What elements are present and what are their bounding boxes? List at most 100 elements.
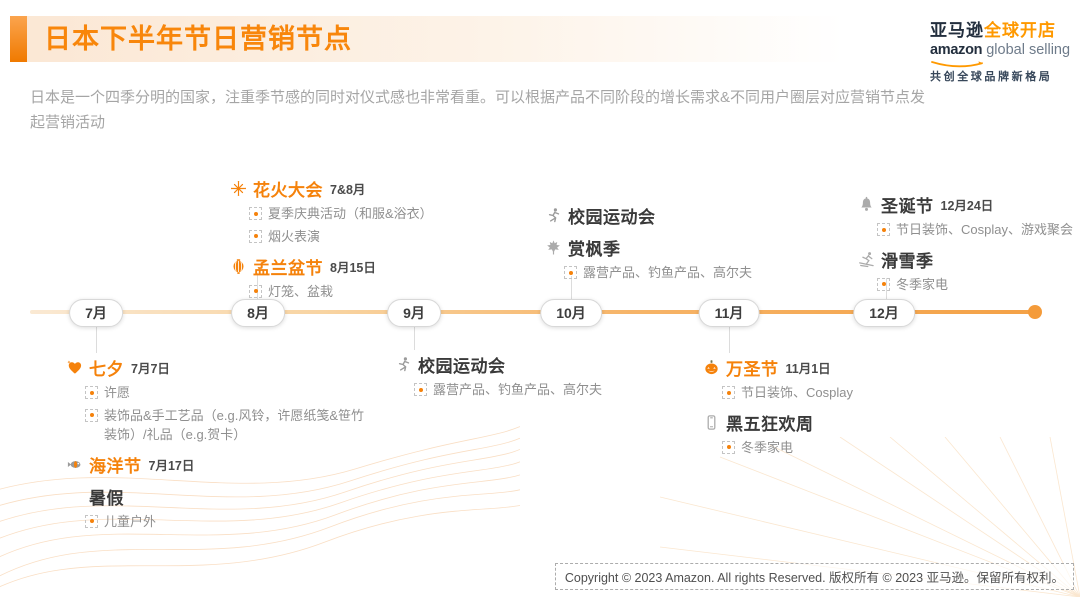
event-group-above-oct: 校园运动会赏枫季露营产品、钓鱼产品、高尔夫 bbox=[545, 203, 752, 290]
event-name: 万圣节 bbox=[726, 360, 779, 379]
pumpkin-icon bbox=[703, 359, 720, 376]
lantern-icon bbox=[230, 258, 247, 275]
amazon-wordmark: amazon bbox=[930, 42, 983, 58]
event-item: 烟火表演 bbox=[249, 228, 433, 247]
event-block: 滑雪季冬季家电 bbox=[858, 247, 1073, 295]
connector-line bbox=[729, 326, 730, 353]
event-name: 校园运动会 bbox=[568, 208, 656, 227]
product-bullet-icon bbox=[85, 514, 98, 528]
logo-cn-dark: 亚马逊 bbox=[930, 21, 984, 40]
event-header: 滑雪季 bbox=[858, 247, 1073, 272]
runner-icon bbox=[545, 207, 562, 224]
event-item-label: 露营产品、钓鱼产品、高尔夫 bbox=[583, 265, 753, 280]
event-block: 黑五狂欢周 冬季家电 bbox=[703, 410, 853, 458]
month-pill-nov: 11月 bbox=[698, 299, 760, 327]
fish-icon bbox=[66, 456, 83, 473]
event-block: 校园运动会 bbox=[545, 203, 752, 228]
event-item-label: 儿童户外 bbox=[104, 513, 157, 529]
month-pill-dec: 12月 bbox=[853, 299, 915, 327]
connector-line bbox=[886, 278, 887, 301]
title-accent-bar bbox=[10, 16, 27, 62]
amazon-smile-icon bbox=[930, 57, 988, 73]
event-item: 许愿 bbox=[85, 384, 366, 403]
event-header: 七夕 7月7日 bbox=[66, 355, 366, 380]
event-block: 万圣节 11月1日 节日装饰、Cosplay bbox=[703, 355, 853, 403]
runner-icon bbox=[395, 356, 412, 373]
event-item-label: 冬季家电 bbox=[896, 276, 949, 292]
product-bullet-icon bbox=[414, 383, 427, 396]
event-item: 装饰品&手工艺品（e.g.风铃，许愿纸笺&笹竹装饰）/礼品（e.g.贺卡） bbox=[85, 407, 366, 445]
copyright-notice: Copyright © 2023 Amazon. All rights Rese… bbox=[554, 563, 1074, 590]
event-item-label: 冬季家电 bbox=[741, 439, 794, 455]
logo-en-line: amazon global selling bbox=[930, 42, 1070, 68]
event-name: 海洋节 bbox=[89, 456, 142, 476]
logo-cn-line: 亚马逊全球开店 bbox=[930, 16, 1066, 41]
event-name: 黑五狂欢周 bbox=[726, 414, 814, 434]
event-block: 七夕 7月7日许愿装饰品&手工艺品（e.g.风铃，许愿纸笺&笹竹装饰）/礼品（e.… bbox=[66, 355, 366, 445]
event-date: 12月24日 bbox=[940, 199, 994, 213]
skier-icon bbox=[858, 251, 875, 268]
event-block: 校园运动会露营产品、钓鱼产品、高尔夫 bbox=[395, 352, 602, 400]
event-name: 赏枫季 bbox=[568, 240, 621, 259]
timeline-line bbox=[30, 310, 1036, 314]
event-item: 节日装饰、Cosplay、游戏聚会 bbox=[877, 221, 1073, 240]
event-name: 滑雪季 bbox=[881, 251, 934, 271]
connector-line bbox=[571, 276, 572, 301]
event-name: 圣诞节 bbox=[881, 197, 934, 216]
product-bullet-icon bbox=[249, 229, 262, 243]
logo-slogan: 共创全球品牌新格局 bbox=[930, 71, 1053, 83]
event-block: 海洋节 7月17日 bbox=[66, 452, 366, 477]
event-name: 校园运动会 bbox=[418, 357, 506, 376]
month-pill-oct: 10月 bbox=[540, 299, 602, 327]
smartphone-icon bbox=[703, 414, 720, 431]
event-group-below-nov: 万圣节 11月1日 节日装饰、Cosplay 黑五狂欢周 冬季家电 bbox=[703, 355, 853, 465]
event-header: 圣诞节 12月24日 bbox=[858, 192, 1073, 217]
bell-icon bbox=[858, 196, 875, 213]
product-bullet-icon bbox=[877, 277, 890, 291]
event-date: 7月17日 bbox=[148, 458, 195, 473]
event-header: 校园运动会 bbox=[545, 203, 752, 228]
event-group-above-aug: 花火大会 7&8月 夏季庆典活动（和服&浴衣） 烟火表演 孟兰盆节 8月15日 灯笼、盆栽 bbox=[230, 176, 433, 309]
event-item-label: 装饰品&手工艺品（e.g.风铃，许愿纸笺&笹竹装饰）/礼品（e.g.贺卡） bbox=[104, 407, 365, 442]
event-item-label: 烟火表演 bbox=[268, 228, 321, 244]
fireworks-icon bbox=[230, 180, 247, 197]
event-item: 露营产品、钓鱼产品、高尔夫 bbox=[564, 264, 752, 283]
event-item: 灯笼、盆栽 bbox=[249, 283, 433, 302]
event-item: 儿童户外 bbox=[85, 513, 366, 532]
icon-spacer bbox=[66, 488, 83, 505]
product-bullet-icon bbox=[564, 266, 577, 279]
event-date: 11月1日 bbox=[785, 362, 831, 376]
event-item-label: 露营产品、钓鱼产品、高尔夫 bbox=[433, 382, 603, 397]
event-header: 海洋节 7月17日 bbox=[66, 452, 366, 477]
heart-icon bbox=[66, 359, 83, 376]
maple-leaf-icon bbox=[545, 239, 562, 256]
event-item-label: 节日装饰、Cosplay、游戏聚会 bbox=[896, 222, 1073, 237]
event-name: 暑假 bbox=[89, 488, 124, 508]
event-date: 8月15日 bbox=[330, 260, 376, 275]
event-block: 花火大会 7&8月 夏季庆典活动（和服&浴衣） 烟火表演 bbox=[230, 176, 433, 247]
event-date: 7&8月 bbox=[330, 183, 366, 197]
amazon-global-selling-logo: 亚马逊全球开店 amazon global selling 共创全球品牌新格局 bbox=[930, 16, 1070, 84]
event-block: 暑假儿童户外 bbox=[66, 484, 366, 532]
month-pill-sep: 9月 bbox=[387, 299, 441, 327]
month-pill-jul: 7月 bbox=[69, 299, 123, 327]
connector-line bbox=[257, 273, 258, 301]
event-item: 露营产品、钓鱼产品、高尔夫 bbox=[414, 381, 602, 400]
page-title: 日本下半年节日营销节点 bbox=[44, 24, 352, 54]
event-header: 赏枫季 bbox=[545, 235, 752, 260]
subtitle: 日本是一个四季分明的国家，注重季节感的同时对仪式感也非常看重。可以根据产品不同阶… bbox=[30, 89, 926, 131]
event-header: 校园运动会 bbox=[395, 352, 602, 377]
product-bullet-icon bbox=[249, 284, 262, 298]
event-header: 孟兰盆节 8月15日 bbox=[230, 254, 433, 279]
month-pill-aug: 8月 bbox=[231, 299, 285, 327]
event-item: 夏季庆典活动（和服&浴衣） bbox=[249, 205, 433, 224]
event-item-label: 许愿 bbox=[104, 385, 131, 400]
event-block: 孟兰盆节 8月15日灯笼、盆栽 bbox=[230, 254, 433, 302]
connector-line bbox=[414, 326, 415, 350]
event-item-label: 灯笼、盆栽 bbox=[268, 283, 334, 299]
event-date: 7月7日 bbox=[131, 362, 170, 376]
connector-line bbox=[96, 326, 97, 353]
product-bullet-icon bbox=[85, 386, 98, 399]
event-group-below-jul: 七夕 7月7日许愿装饰品&手工艺品（e.g.风铃，许愿纸笺&笹竹装饰）/礼品（e.… bbox=[66, 355, 366, 538]
logo-cn-orange: 全球开店 bbox=[984, 21, 1056, 40]
